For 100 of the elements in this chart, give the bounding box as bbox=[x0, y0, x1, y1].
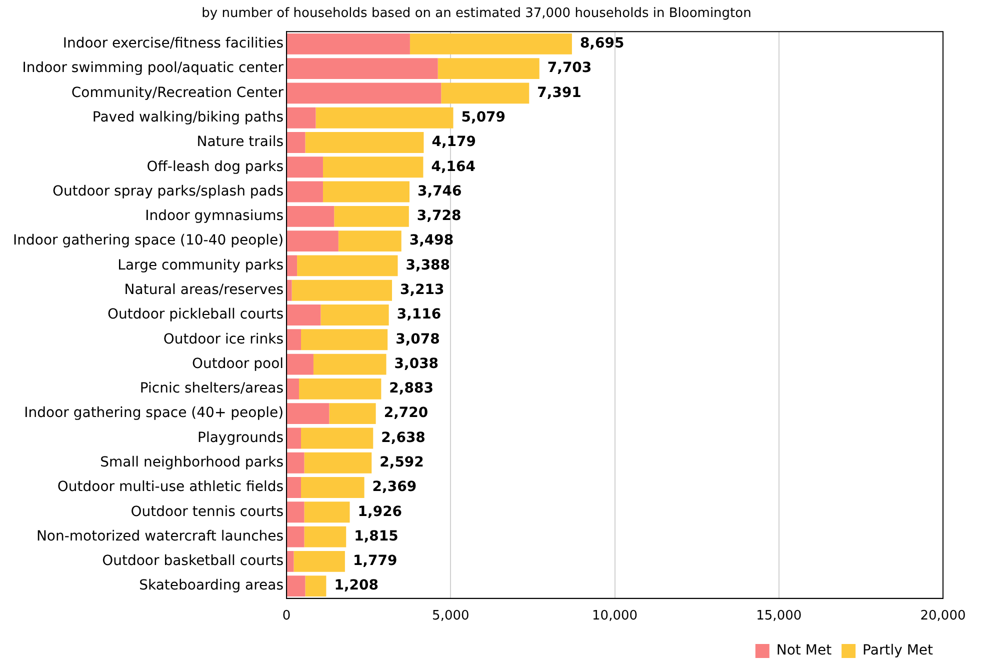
bar bbox=[294, 550, 345, 572]
y-tick-label: Outdoor multi-use athletic fields bbox=[57, 479, 284, 496]
total-label: 2,883 bbox=[389, 380, 434, 397]
bar bbox=[410, 33, 572, 54]
y-tick-label: Indoor swimming pool/aquatic center bbox=[22, 60, 284, 76]
total-label: 2,720 bbox=[384, 405, 428, 422]
y-tick-label: Outdoor pool bbox=[192, 356, 284, 372]
x-tick-label: 15,000 bbox=[756, 608, 802, 624]
bar bbox=[322, 181, 410, 202]
bar bbox=[441, 82, 530, 104]
total-label: 3,116 bbox=[396, 306, 442, 323]
legend-label: Partly Met bbox=[862, 642, 934, 659]
total-label: 4,164 bbox=[431, 158, 476, 175]
y-tick-label: Indoor gathering space (40+ people) bbox=[24, 405, 284, 422]
bar bbox=[304, 452, 372, 474]
bar bbox=[305, 132, 424, 153]
total-label: 3,746 bbox=[418, 183, 462, 200]
bar bbox=[287, 502, 304, 523]
bar bbox=[304, 502, 350, 523]
bar bbox=[300, 329, 388, 350]
bar bbox=[287, 304, 321, 326]
y-tick-label: Small neighborhood parks bbox=[100, 454, 284, 470]
bar bbox=[287, 576, 306, 597]
bar bbox=[334, 206, 409, 227]
bar bbox=[304, 526, 346, 548]
bar bbox=[438, 58, 540, 80]
total-label: 7,391 bbox=[537, 84, 582, 101]
total-label: 4,179 bbox=[432, 134, 476, 150]
bar bbox=[287, 156, 323, 178]
bar bbox=[287, 107, 316, 128]
total-label: 1,208 bbox=[334, 578, 378, 594]
bar bbox=[287, 132, 306, 153]
total-label: 1,815 bbox=[354, 528, 398, 544]
x-tick-label: 5,000 bbox=[432, 608, 470, 624]
bar bbox=[287, 550, 294, 572]
bar bbox=[287, 526, 304, 548]
x-tick-label: 0 bbox=[282, 608, 291, 624]
y-tick-label: Indoor gymnasiums bbox=[145, 208, 284, 224]
y-tick-label: Off-leash dog parks bbox=[146, 158, 284, 175]
bar bbox=[287, 280, 292, 301]
bar bbox=[313, 354, 386, 375]
total-label: 1,779 bbox=[352, 553, 398, 570]
y-tick-label: Outdoor pickleball courts bbox=[107, 306, 284, 323]
bar bbox=[287, 378, 300, 400]
bar bbox=[300, 477, 364, 498]
y-tick-label: Large community parks bbox=[118, 257, 284, 274]
bar bbox=[287, 477, 301, 498]
total-label: 7,703 bbox=[547, 60, 592, 76]
bar bbox=[320, 304, 389, 326]
bar bbox=[297, 255, 398, 276]
bar bbox=[287, 329, 301, 350]
y-tick-label: Non-motorized watercraft launches bbox=[36, 528, 284, 544]
bar bbox=[287, 452, 304, 474]
y-tick-label: Outdoor ice rinks bbox=[163, 331, 284, 348]
bar bbox=[287, 33, 410, 54]
y-tick-label: Skateboarding areas bbox=[139, 578, 284, 594]
y-tick-label: Natural areas/reserves bbox=[124, 282, 284, 298]
total-label: 3,388 bbox=[406, 257, 450, 274]
total-label: 2,369 bbox=[372, 479, 417, 496]
bar bbox=[287, 255, 298, 276]
total-label: 8,695 bbox=[580, 36, 624, 52]
bar bbox=[322, 156, 424, 178]
y-tick-label: Paved walking/biking paths bbox=[92, 109, 284, 126]
total-label: 3,728 bbox=[416, 208, 462, 224]
bar bbox=[287, 354, 314, 375]
bar bbox=[287, 403, 330, 424]
bar bbox=[329, 403, 376, 424]
total-label: 5,079 bbox=[461, 109, 506, 126]
total-label: 1,926 bbox=[358, 504, 402, 520]
total-label: 2,638 bbox=[381, 430, 426, 446]
chart-subtitle: by number of households based on an estimated 37,000 households in Bloomington bbox=[202, 6, 752, 22]
bar bbox=[287, 58, 438, 80]
y-tick-label: Outdoor basketball courts bbox=[102, 553, 284, 570]
bar bbox=[316, 107, 454, 128]
bar bbox=[287, 230, 338, 252]
y-tick-label: Nature trails bbox=[196, 134, 284, 150]
y-tick-label: Playgrounds bbox=[198, 430, 284, 446]
y-tick-label: Indoor gathering space (10-40 people) bbox=[12, 232, 284, 249]
total-label: 3,498 bbox=[409, 232, 454, 249]
bar bbox=[300, 428, 374, 449]
y-tick-label: Community/Recreation Center bbox=[71, 84, 284, 101]
total-label: 3,078 bbox=[396, 331, 440, 348]
bar bbox=[287, 428, 301, 449]
x-tick-label: 20,000 bbox=[920, 608, 966, 624]
bar bbox=[292, 280, 392, 301]
bar bbox=[287, 82, 442, 104]
y-tick-label: Picnic shelters/areas bbox=[140, 380, 284, 397]
y-tick-label: Outdoor tennis courts bbox=[130, 504, 284, 520]
total-label: 3,213 bbox=[400, 282, 444, 298]
total-label: 3,038 bbox=[394, 356, 439, 372]
bar bbox=[338, 230, 402, 252]
bar bbox=[299, 378, 382, 400]
y-tick-label: Outdoor spray parks/splash pads bbox=[52, 183, 284, 200]
bar bbox=[287, 206, 334, 227]
bar bbox=[287, 181, 323, 202]
total-label: 2,592 bbox=[380, 454, 424, 470]
legend-label: Not Met bbox=[776, 642, 832, 659]
bar bbox=[305, 576, 326, 597]
y-tick-label: Indoor exercise/fitness facilities bbox=[62, 36, 284, 52]
x-tick-label: 10,000 bbox=[592, 608, 638, 624]
